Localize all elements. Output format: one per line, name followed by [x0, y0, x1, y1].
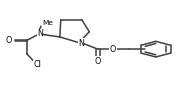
Text: O: O: [95, 57, 101, 66]
Text: Cl: Cl: [33, 60, 41, 69]
Text: N: N: [37, 29, 43, 38]
Text: N: N: [78, 39, 84, 48]
Text: O: O: [110, 45, 116, 54]
Text: O: O: [5, 36, 11, 45]
Text: Me: Me: [42, 20, 53, 26]
